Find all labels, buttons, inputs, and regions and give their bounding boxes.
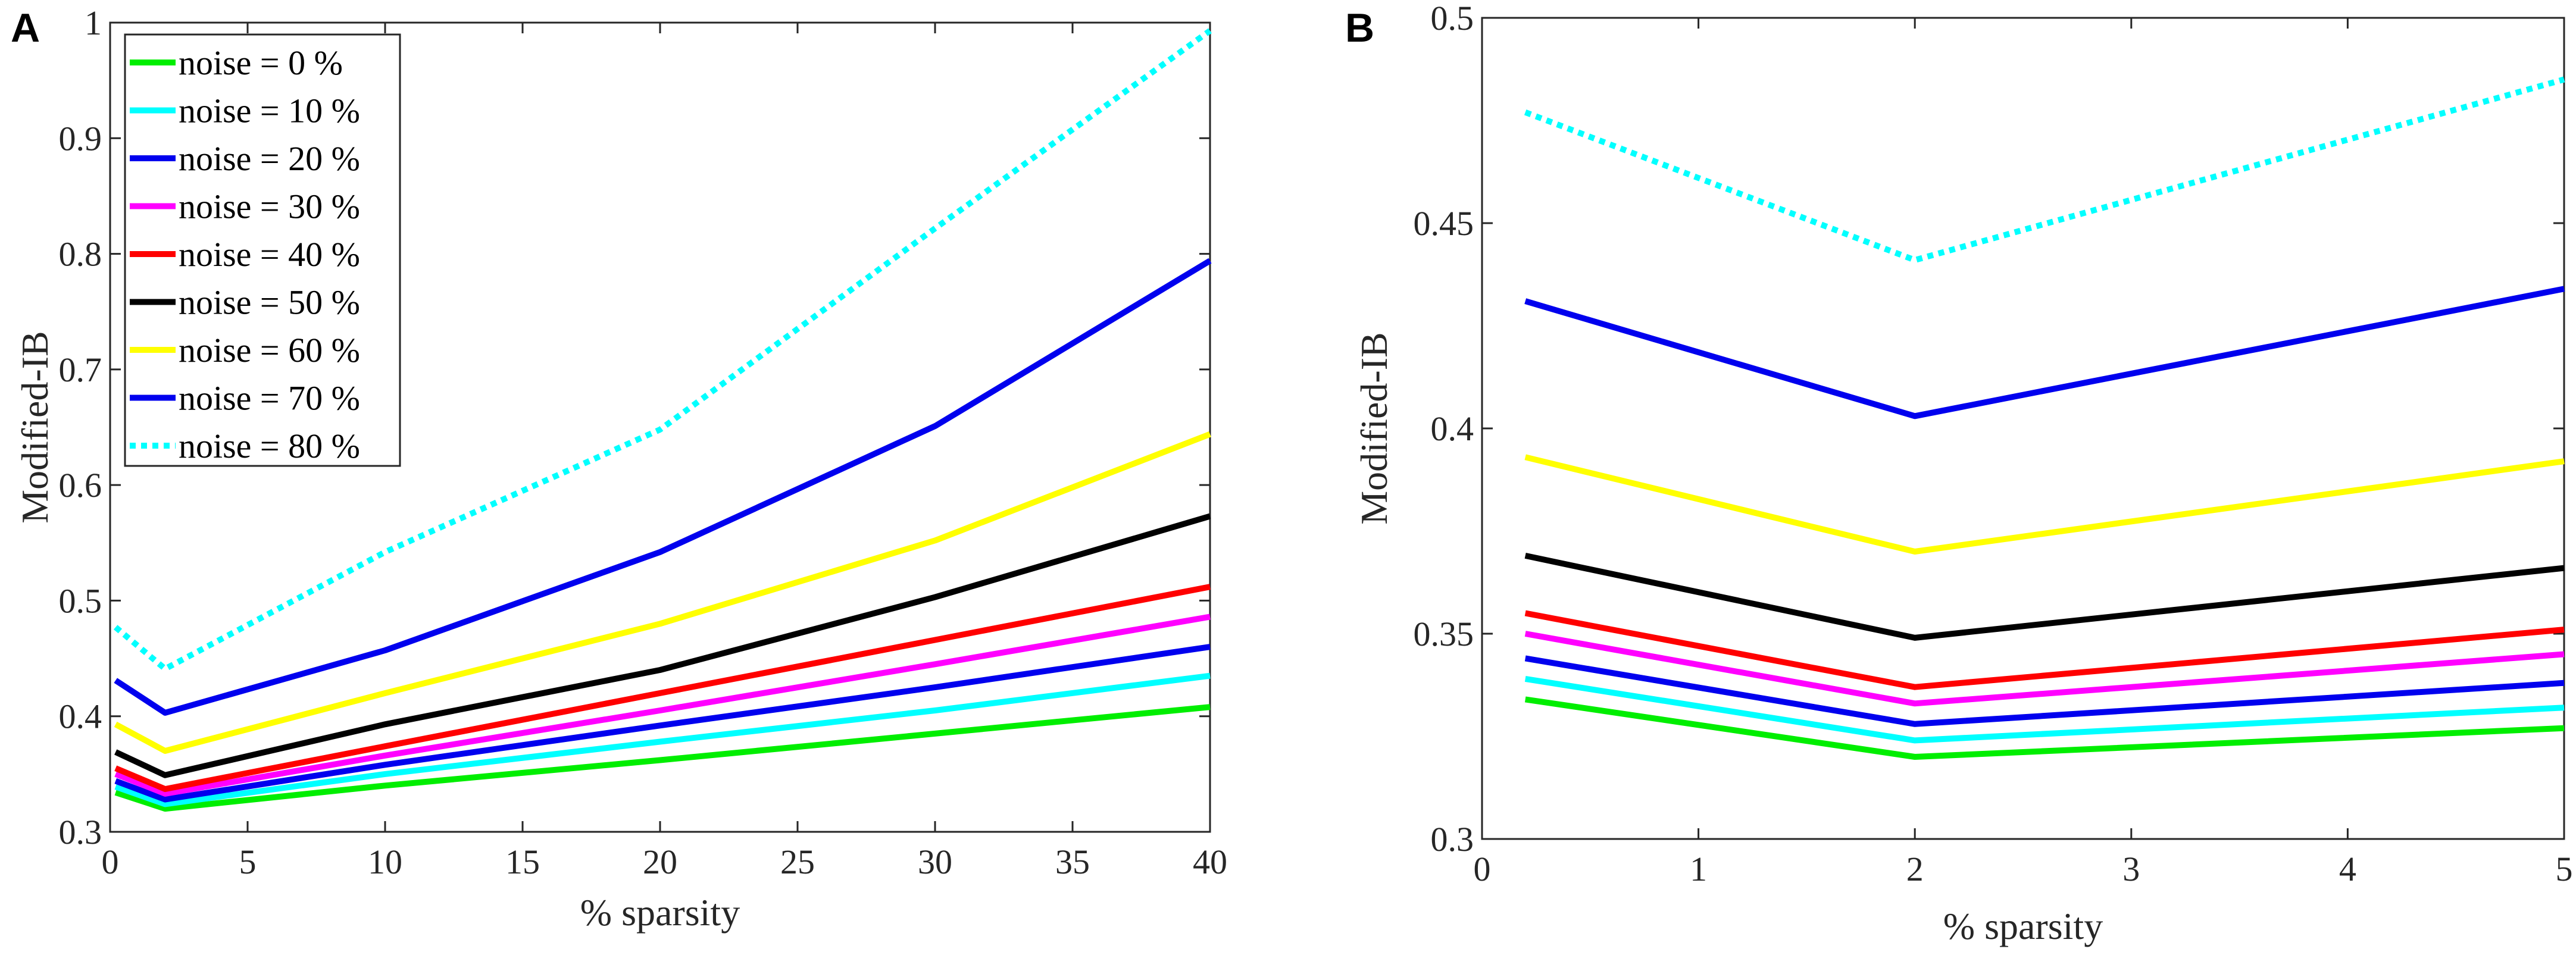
x-tick-label: 1: [1690, 850, 1707, 888]
y-tick-label: 0.45: [1414, 204, 1474, 243]
x-tick-label: 20: [643, 843, 677, 881]
y-tick-label: 0.4: [59, 697, 102, 736]
series-line-noise-10: [114, 672, 1211, 807]
y-axis-label: Modified-IB: [1353, 332, 1395, 525]
x-tick-label: 30: [918, 843, 952, 881]
series-line-noise-0: [1524, 696, 2565, 760]
legend-frame: [124, 33, 401, 467]
y-tick-label: 0.9: [59, 119, 102, 158]
series-line-noise-30: [114, 613, 1211, 797]
series-line-noise-80: [1524, 76, 2565, 264]
x-axis-label: % sparsity: [1943, 905, 2103, 947]
legend-label: noise = 30 %: [179, 187, 360, 226]
legend-label: noise = 70 %: [179, 379, 360, 418]
x-tick-label: 0: [102, 843, 119, 881]
x-tick-label: 5: [239, 843, 257, 881]
panel-a: 0 5 10 15 20 25 30 35 40 0.3 0.4 0.5 0.6 0.7 0.8 0.9 1 % …: [11, 4, 1227, 934]
y-tick-label: 0.6: [59, 466, 102, 505]
panel-letter: A: [11, 5, 40, 51]
x-tick-label: 3: [2122, 850, 2140, 888]
x-tick-label: 15: [505, 843, 540, 881]
legend-label: noise = 20 %: [179, 139, 360, 178]
series-line-noise-20: [114, 644, 1211, 803]
legend-label: noise = 50 %: [179, 283, 360, 322]
series-line-noise-0: [114, 704, 1211, 812]
x-tick-label: 4: [2339, 850, 2356, 888]
x-tick-label: 25: [780, 843, 815, 881]
y-tick-label: 0.8: [59, 235, 102, 274]
x-tick-label: 35: [1055, 843, 1090, 881]
y-tick-label: 0.7: [59, 350, 102, 389]
x-tick-label: 2: [1906, 850, 1924, 888]
x-axis-label: % sparsity: [580, 891, 740, 934]
series-line-noise-30: [1524, 631, 2565, 707]
y-tick-label: 1: [85, 4, 102, 42]
legend-label: noise = 10 %: [179, 92, 360, 130]
y-tick-label: 0.3: [1431, 820, 1474, 859]
series-line-noise-70: [1524, 286, 2565, 419]
legend-label: noise = 80 %: [179, 427, 360, 465]
series-line-noise-50: [1524, 553, 2565, 641]
legend-label: noise = 40 %: [179, 235, 360, 274]
series-line-noise-10: [1524, 675, 2565, 744]
y-tick-label: 0.5: [59, 581, 102, 620]
series-line-noise-70: [114, 258, 1212, 716]
y-tick-label: 0.35: [1414, 615, 1474, 653]
legend: noise = 0 % noise = 10 % noise = 20 % noise…: [124, 33, 401, 467]
panel-letter: B: [1345, 5, 1374, 51]
series-line-noise-60: [114, 431, 1211, 754]
legend-label: noise = 0 %: [179, 43, 343, 82]
panel-b: 0 1 2 3 4 5 0.3 0.35 0.4 0.45 0.5 % sparsity Modifie…: [1345, 0, 2573, 947]
legend-label: noise = 60 %: [179, 331, 360, 370]
series-line-noise-20: [1524, 655, 2565, 727]
x-tick-label: 0: [1474, 850, 1491, 888]
series-line-noise-40: [114, 584, 1211, 793]
series-line-noise-60: [1524, 454, 2565, 555]
y-tick-label: 0.5: [1431, 0, 1474, 37]
series-line-noise-80: [113, 28, 1212, 672]
x-tick-label: 5: [2556, 850, 2573, 888]
series-line-noise-40: [1524, 610, 2565, 690]
y-tick-label: 0.3: [59, 813, 102, 851]
y-tick-label: 0.4: [1431, 409, 1474, 448]
y-axis-label: Modified-IB: [14, 331, 56, 524]
x-tick-label: 40: [1193, 843, 1227, 881]
x-tick-label: 10: [368, 843, 402, 881]
series-line-noise-50: [114, 513, 1211, 778]
